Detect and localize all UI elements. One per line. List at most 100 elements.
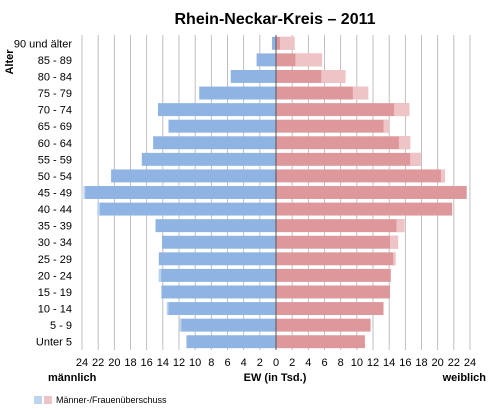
y-axis-label: Alter bbox=[4, 49, 16, 75]
bar-male bbox=[199, 86, 276, 100]
age-tick-label: 25 - 29 bbox=[38, 254, 72, 266]
bar-female bbox=[276, 136, 411, 150]
bar-female bbox=[276, 186, 467, 199]
bar-male-surplus bbox=[186, 335, 188, 349]
bar-female bbox=[276, 169, 445, 183]
left-side-label: männlich bbox=[48, 372, 97, 384]
age-tick-label: Unter 5 bbox=[36, 337, 72, 349]
bar-female bbox=[276, 252, 396, 266]
bar-male bbox=[162, 235, 276, 249]
bar-male bbox=[230, 69, 276, 83]
age-tick-label: 75 - 79 bbox=[38, 88, 72, 100]
age-labels: 90 und älter 85 - 89 80 - 84 75 - 79 70 - 74… bbox=[14, 38, 72, 348]
bar-female bbox=[276, 119, 390, 133]
age-tick-label: 80 - 84 bbox=[38, 71, 72, 83]
x-tick-label: 14 bbox=[157, 357, 169, 369]
bar-female-surplus bbox=[440, 169, 445, 183]
x-tick-label: 22 bbox=[92, 357, 104, 369]
bar-male bbox=[155, 219, 276, 233]
x-tick-label: 4 bbox=[305, 357, 311, 369]
x-tick-labels: 24 22 20 18 16 14 12 10 8 6 4 2 0 2 4 6 8 10 12 14 16 18 20 22 2… bbox=[76, 357, 476, 369]
bar-male bbox=[256, 53, 276, 67]
bar-female bbox=[276, 285, 390, 299]
x-tick-label: 20 bbox=[108, 357, 120, 369]
x-tick-label: 2 bbox=[257, 357, 263, 369]
bar-female-surplus bbox=[383, 119, 390, 133]
age-tick-label: 10 - 14 bbox=[38, 304, 72, 316]
x-tick-label: 22 bbox=[448, 357, 460, 369]
bar-female-surplus bbox=[280, 36, 295, 50]
bar-male bbox=[83, 186, 276, 199]
bar-female-surplus bbox=[352, 86, 369, 100]
bar-male-surplus bbox=[166, 302, 169, 316]
bar-male bbox=[158, 268, 276, 282]
age-tick-label: 30 - 34 bbox=[38, 237, 72, 249]
x-tick-label: 4 bbox=[241, 357, 247, 369]
age-tick-label: 45 - 49 bbox=[38, 188, 72, 200]
bar-male bbox=[111, 169, 276, 183]
bar-male-surplus bbox=[83, 186, 86, 199]
bar-female-surplus bbox=[410, 152, 421, 166]
x-tick-label: 18 bbox=[415, 357, 427, 369]
x-tick-label: 14 bbox=[383, 357, 395, 369]
bar-female-surplus bbox=[394, 103, 410, 117]
x-tick-label: 12 bbox=[173, 357, 185, 369]
x-axis-label: EW (in Tsd.) bbox=[244, 372, 307, 384]
age-tick-label: 85 - 89 bbox=[38, 55, 72, 67]
bar-female bbox=[276, 318, 371, 332]
bar-male-surplus bbox=[97, 202, 100, 216]
bar-male bbox=[158, 252, 276, 266]
bar-male-surplus bbox=[161, 285, 163, 299]
bar-male-surplus bbox=[158, 268, 162, 282]
x-tick-label: 16 bbox=[141, 357, 153, 369]
age-tick-label: 15 - 19 bbox=[38, 287, 72, 299]
x-tick-label: 10 bbox=[351, 357, 363, 369]
bar-female bbox=[276, 103, 410, 117]
age-tick-label: 40 - 44 bbox=[38, 204, 72, 216]
x-tick-label: 8 bbox=[208, 357, 214, 369]
bar-female bbox=[276, 235, 399, 249]
bar-female bbox=[276, 152, 421, 166]
bar-female-surplus bbox=[321, 69, 346, 83]
bar-male bbox=[271, 36, 276, 50]
x-tick-label: 6 bbox=[224, 357, 230, 369]
age-tick-label: 20 - 24 bbox=[38, 270, 72, 282]
age-tick-label: 90 und älter bbox=[14, 38, 72, 50]
x-tick-label: 6 bbox=[321, 357, 327, 369]
bar-female bbox=[276, 268, 391, 282]
bar-female-surplus bbox=[396, 219, 405, 233]
bar-male bbox=[157, 103, 276, 117]
age-tick-label: 65 - 69 bbox=[38, 121, 72, 133]
age-tick-label: 55 - 59 bbox=[38, 154, 72, 166]
x-tick-label: 0 bbox=[273, 357, 279, 369]
x-tick-label: 10 bbox=[189, 357, 201, 369]
bar-female bbox=[276, 302, 384, 316]
x-tick-label: 24 bbox=[76, 357, 88, 369]
bar-male bbox=[161, 285, 276, 299]
age-tick-label: 70 - 74 bbox=[38, 105, 72, 117]
bar-male bbox=[166, 302, 276, 316]
bar-female-surplus bbox=[295, 53, 323, 67]
bar-male bbox=[97, 202, 276, 216]
bar-female bbox=[276, 219, 405, 233]
bar-male bbox=[186, 335, 276, 349]
bar-female-surplus bbox=[398, 136, 411, 150]
age-tick-label: 50 - 54 bbox=[38, 171, 72, 183]
legend-swatch-female bbox=[44, 396, 52, 404]
x-tick-label: 24 bbox=[464, 357, 476, 369]
x-tick-label: 2 bbox=[289, 357, 295, 369]
right-side-label: weiblich bbox=[442, 372, 487, 384]
age-tick-label: 35 - 39 bbox=[38, 221, 72, 233]
bar-male bbox=[153, 136, 276, 150]
x-tick-label: 8 bbox=[338, 357, 344, 369]
bars bbox=[83, 36, 467, 349]
bar-male bbox=[141, 152, 276, 166]
age-tick-label: 60 - 64 bbox=[38, 138, 72, 150]
chart-title: Rhein-Neckar-Kreis – 2011 bbox=[175, 11, 376, 28]
x-tick-label: 20 bbox=[432, 357, 444, 369]
bar-female-surplus bbox=[393, 252, 396, 266]
bar-female bbox=[276, 335, 365, 349]
bar-female-surplus bbox=[389, 235, 399, 249]
bar-male bbox=[168, 119, 276, 133]
